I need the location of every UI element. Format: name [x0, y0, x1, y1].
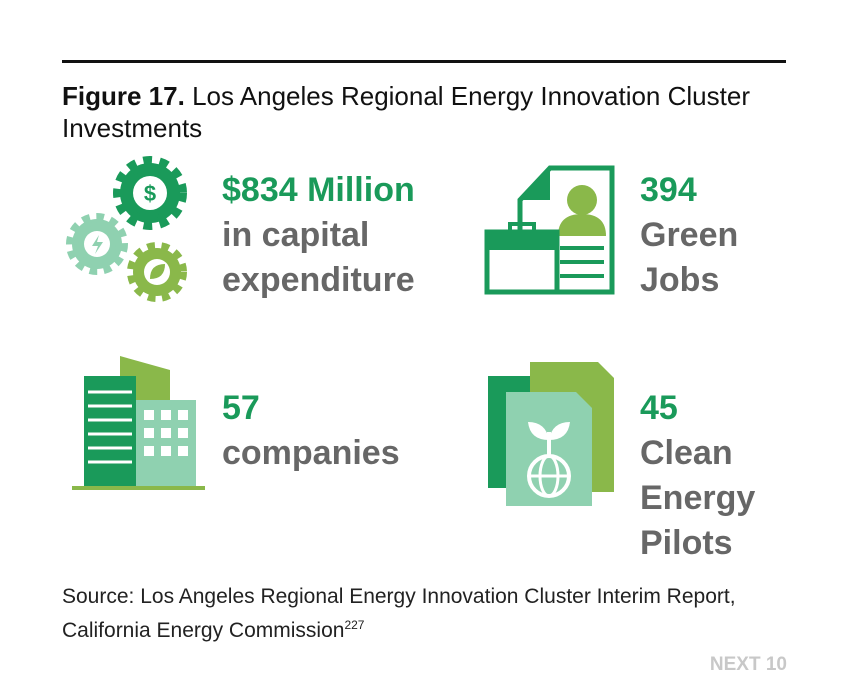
stat: $834 Million in capital expenditure — [222, 168, 415, 303]
ground — [72, 486, 205, 490]
stat-line: in capital — [222, 216, 370, 254]
figure-title: Figure 17. Los Angeles Regional Energy I… — [62, 80, 792, 144]
page-fold — [520, 168, 550, 200]
sprout-leaves — [528, 422, 570, 440]
tower — [84, 376, 136, 486]
jobs-icon — [484, 165, 615, 295]
leaf — [150, 264, 165, 279]
stat-line: Green — [640, 216, 739, 254]
stat-headline: 45 — [640, 389, 678, 427]
pilots-icon — [488, 362, 614, 506]
source: Source: Los Angeles Regional Energy Inno… — [62, 582, 782, 645]
gear-hole — [133, 176, 167, 210]
buildings-icon — [72, 356, 205, 490]
stat: 45 Clean Energy Pilots — [640, 386, 755, 566]
figure-label: Figure 17. — [62, 81, 185, 111]
stat-headline: 57 — [222, 389, 260, 427]
top-rule — [62, 60, 786, 63]
person-head — [567, 185, 597, 215]
stat-line: Pilots — [640, 524, 733, 562]
stat-headline: $834 Million — [222, 171, 415, 209]
gear-icon: $ — [66, 156, 187, 302]
resume-lines — [560, 246, 604, 278]
figure-title-text: Los Angeles Regional Energy Innovation C… — [62, 81, 750, 143]
stat-line: companies — [222, 434, 400, 472]
briefcase-handle — [508, 222, 536, 236]
source-text: Source: Los Angeles Regional Energy Inno… — [62, 585, 736, 642]
bolt — [92, 235, 103, 254]
dollar-sign: $ — [144, 181, 156, 206]
footer-brand: NEXT 10 — [709, 654, 787, 675]
stat: 57 companies — [222, 386, 400, 476]
stat-line: expenditure — [222, 261, 415, 299]
tower-lines — [88, 390, 132, 464]
stat-line: Clean — [640, 434, 733, 472]
stat-line: Jobs — [640, 261, 720, 299]
stat-headline: 394 — [640, 171, 697, 209]
briefcase-top — [487, 232, 557, 250]
person-body — [558, 214, 606, 236]
source-note: 227 — [344, 618, 365, 632]
stat: 394 Green Jobs — [640, 168, 738, 303]
stat-line: Energy — [640, 479, 756, 517]
office-windows — [144, 410, 188, 456]
